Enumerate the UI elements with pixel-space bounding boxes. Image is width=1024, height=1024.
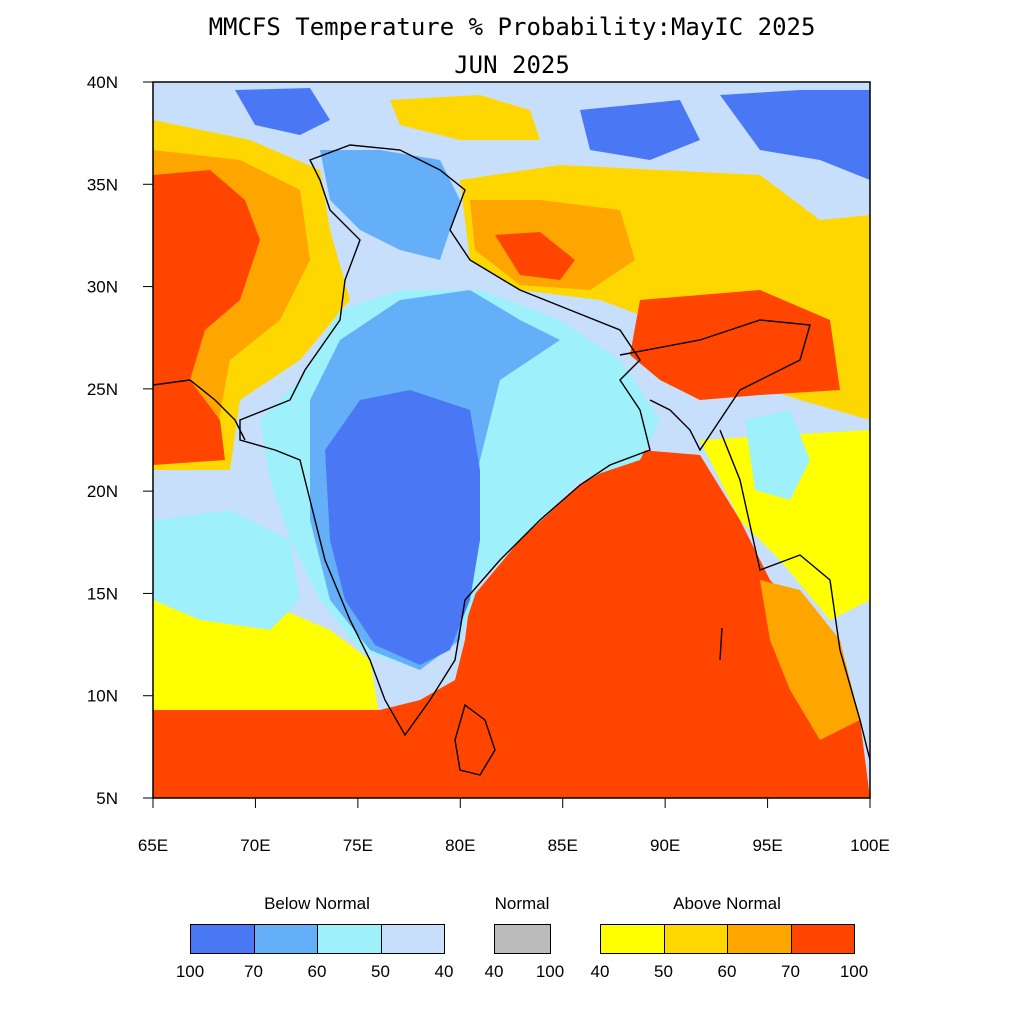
legend-tick-label: 70	[781, 962, 800, 981]
lon-tick-label: 100E	[850, 836, 890, 855]
lat-tick-label: 20N	[87, 482, 118, 501]
field-below-50-arabian	[153, 510, 300, 630]
legend-tick-label: 100	[535, 962, 565, 981]
legend-swatch	[380, 924, 445, 954]
sri-lanka-outline	[454, 703, 496, 776]
lon-tick-label: 70E	[240, 836, 270, 855]
myanmar-coast	[719, 429, 870, 761]
legend-tick-label: 40	[484, 962, 504, 981]
field-below-70-top-left	[235, 88, 330, 135]
lat-tick-label: 15N	[87, 584, 118, 603]
field-below-north-kashmir	[320, 150, 460, 260]
map-subtitle: JUN 2025	[454, 51, 570, 79]
lon-tick-label: 75E	[343, 836, 373, 855]
legend-tick-label: 70	[244, 962, 263, 981]
lon-tick-label: 65E	[138, 836, 168, 855]
field-above-60-bay-east	[760, 580, 860, 740]
lon-tick-label: 95E	[752, 836, 782, 855]
map-field	[153, 82, 870, 798]
boundaries	[153, 144, 870, 776]
legend-swatch	[600, 924, 665, 954]
northeast-outline	[619, 319, 811, 452]
legend-tick-label: 40	[590, 962, 610, 981]
legend-tick-label: 60	[307, 962, 327, 981]
field-below-70-top-right	[580, 100, 700, 160]
lon-tick-label: 80E	[445, 836, 475, 855]
india-outline	[239, 144, 651, 737]
legend-swatch	[790, 924, 855, 954]
legend-tick-label: 100	[175, 962, 205, 981]
legend-swatch	[253, 924, 318, 954]
lat-tick-label: 25N	[87, 380, 118, 399]
field-above-70-tibet	[495, 232, 575, 280]
lat-tick-label: 5N	[96, 789, 118, 808]
legend-above-label: Above Normal	[673, 894, 781, 913]
lat-axis: 40N 35N 30N 25N 20N 15N 10N 5N	[87, 73, 153, 808]
legend-swatch	[663, 924, 728, 954]
field-above-40-east	[700, 430, 870, 620]
field-above-70-bay	[153, 450, 870, 798]
field-below-70-india	[325, 390, 480, 665]
plot-frame	[152, 81, 871, 799]
legend-below-label: Below Normal	[264, 894, 370, 913]
andaman-islands	[719, 627, 723, 661]
legend-tick-label: 60	[717, 962, 737, 981]
lon-tick-label: 85E	[548, 836, 578, 855]
legend-tick-label: 50	[371, 962, 390, 981]
lon-axis: 65E 70E 75E 80E 85E 90E 95E 100E	[138, 798, 890, 855]
lon-tick-label: 90E	[650, 836, 680, 855]
field-above-70-northwest	[153, 170, 260, 465]
lat-tick-label: 35N	[87, 175, 118, 194]
field-below-70-top-east	[720, 90, 870, 180]
legend-tick-label: 40	[434, 962, 454, 981]
legend-swatch	[190, 924, 255, 954]
lat-tick-label: 10N	[87, 687, 118, 706]
field-above-40-south	[153, 595, 380, 720]
legend-tick-label: 100	[839, 962, 869, 981]
field-above-70-northeast	[630, 290, 840, 400]
legend-tick-label: 50	[654, 962, 673, 981]
field-above-40-north-strip	[390, 95, 540, 140]
legend-swatch	[317, 924, 382, 954]
field-below-50-east-pocket	[745, 410, 810, 500]
lat-tick-label: 40N	[87, 73, 118, 92]
map-title: MMCFS Temperature % Probability:MayIC 20…	[208, 13, 816, 41]
pakistan-coast	[153, 379, 246, 441]
legend-swatch	[727, 924, 792, 954]
legend-normal-label: Normal	[494, 894, 550, 913]
lat-tick-label: 30N	[87, 278, 118, 297]
legend-swatch	[494, 924, 551, 954]
